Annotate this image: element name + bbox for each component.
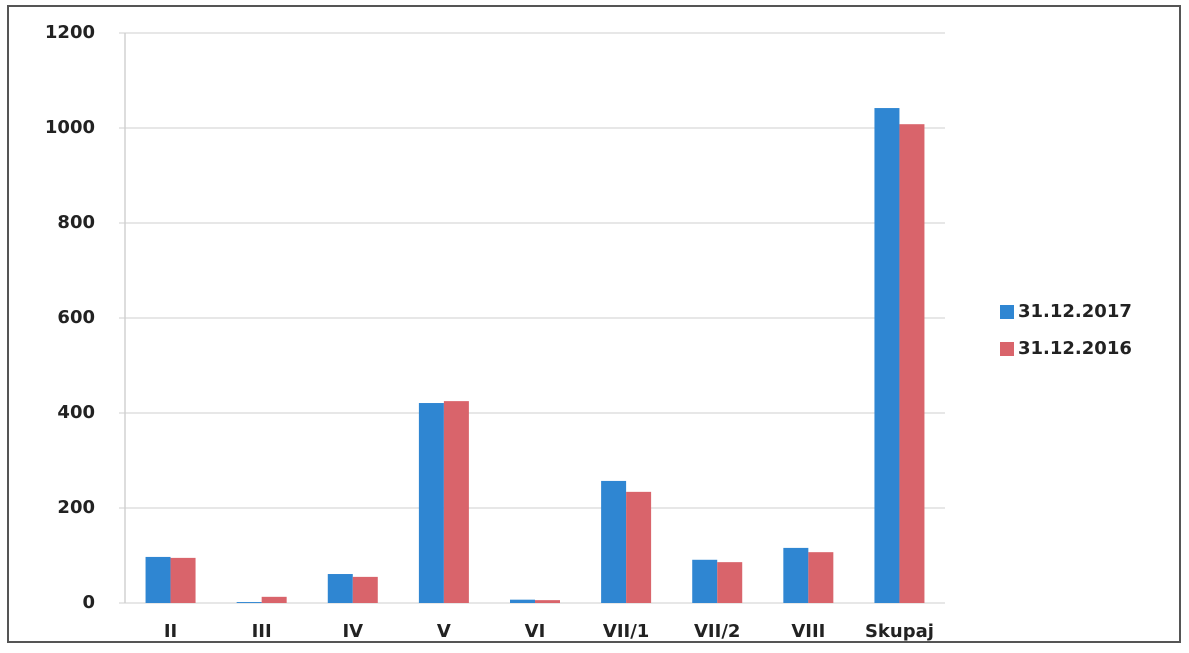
y-tick-label: 400 <box>57 402 95 423</box>
bar <box>352 576 378 603</box>
y-tick-label: 200 <box>57 497 95 518</box>
y-tick-label: 1000 <box>45 117 95 138</box>
x-tick-label: V <box>437 621 451 642</box>
legend-label: 31.12.2017 <box>1018 301 1132 322</box>
x-tick-label: IV <box>342 621 363 642</box>
bar <box>783 547 809 603</box>
bar <box>261 596 287 603</box>
bar <box>692 559 718 603</box>
bar <box>327 574 353 603</box>
x-tick-label: III <box>252 621 272 642</box>
bar <box>170 557 196 603</box>
y-tick-label: 1200 <box>45 22 95 43</box>
x-tick-label: VII/1 <box>603 621 649 642</box>
y-tick-label: 0 <box>82 592 95 613</box>
bar <box>510 599 535 603</box>
bar <box>717 562 743 603</box>
bar <box>601 480 627 603</box>
bar <box>626 491 652 603</box>
x-tick-label: VIII <box>791 621 825 642</box>
bar <box>874 108 900 604</box>
x-tick-label: VI <box>525 621 546 642</box>
bar <box>145 556 171 603</box>
x-tick-label: II <box>164 621 177 642</box>
bar <box>535 600 560 603</box>
legend-swatch <box>1000 305 1014 319</box>
legend-label: 31.12.2016 <box>1018 338 1132 359</box>
bar <box>236 602 262 603</box>
chart-frame <box>7 5 1181 643</box>
y-tick-label: 800 <box>57 212 95 233</box>
legend-swatch <box>1000 342 1014 356</box>
bar <box>899 124 925 603</box>
bar <box>418 403 444 603</box>
bar <box>443 401 469 603</box>
x-tick-label: Skupaj <box>865 621 934 642</box>
bar <box>808 552 834 603</box>
y-tick-label: 600 <box>57 307 95 328</box>
x-tick-label: VII/2 <box>694 621 740 642</box>
